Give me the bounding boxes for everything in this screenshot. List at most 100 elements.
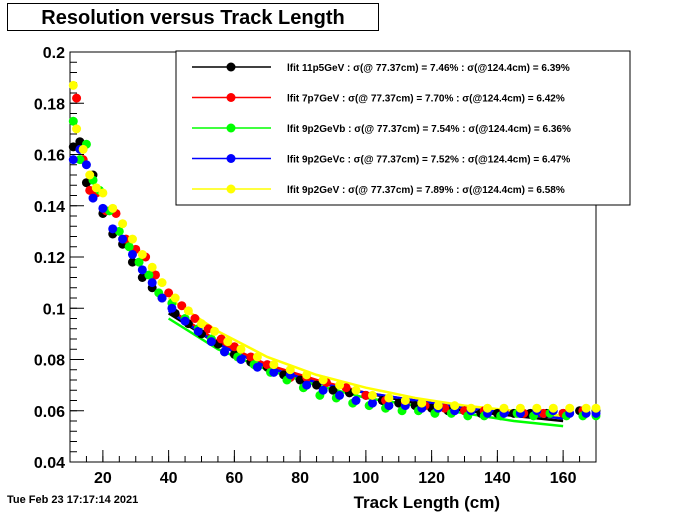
- data-point: [236, 344, 246, 354]
- data-point: [108, 224, 118, 234]
- data-point: [124, 242, 134, 252]
- y-tick-label: 0.14: [34, 199, 65, 216]
- data-point: [220, 347, 230, 357]
- legend-marker: [226, 184, 236, 194]
- data-point: [190, 314, 200, 323]
- data-point: [68, 155, 78, 165]
- data-point: [285, 365, 295, 375]
- data-point: [223, 337, 233, 347]
- data-point: [157, 278, 167, 288]
- x-tick-label: 60: [225, 470, 243, 487]
- legend-marker: [226, 62, 236, 72]
- x-tick-label: 100: [353, 470, 380, 487]
- data-point: [515, 403, 525, 413]
- data-point: [75, 155, 85, 165]
- data-point: [98, 188, 108, 198]
- y-tick-label: 0.08: [34, 353, 65, 370]
- y-tick-label: 0.16: [34, 148, 65, 165]
- data-point: [302, 380, 312, 390]
- x-tick-label: 40: [160, 470, 178, 487]
- data-point: [269, 360, 279, 370]
- data-point: [137, 265, 147, 275]
- fit-line: [167, 307, 564, 420]
- data-point: [246, 352, 256, 362]
- data-point: [144, 270, 154, 280]
- x-tick-label: 160: [550, 470, 577, 487]
- y-tick-label: 0.04: [34, 455, 65, 472]
- data-point: [466, 403, 476, 413]
- data-point: [91, 183, 101, 193]
- data-point: [180, 316, 190, 326]
- timestamp: Tue Feb 23 17:17:14 2021: [7, 494, 139, 506]
- data-point: [118, 219, 128, 229]
- legend-marker: [226, 154, 236, 163]
- data-point: [78, 144, 88, 154]
- data-point: [351, 396, 361, 405]
- data-point: [384, 393, 394, 403]
- data-point: [210, 326, 220, 336]
- data-point: [177, 301, 187, 311]
- data-point: [262, 360, 272, 370]
- data-point: [81, 160, 91, 170]
- data-point: [167, 303, 177, 313]
- data-point: [164, 288, 174, 298]
- data-point: [85, 170, 95, 180]
- data-point: [127, 257, 137, 267]
- data-point: [351, 385, 361, 395]
- data-point: [118, 234, 128, 244]
- legend-entry: lfit 9p2GeVc : σ(@ 77.37cm) = 7.52% : σ(…: [287, 155, 570, 166]
- data-point: [252, 352, 262, 362]
- data-point: [318, 385, 328, 395]
- data-point: [433, 401, 443, 411]
- data-point: [206, 337, 216, 347]
- data-point: [483, 403, 493, 413]
- data-point: [318, 375, 328, 385]
- data-point: [72, 124, 82, 134]
- data-point: [312, 380, 322, 390]
- x-tick-label: 140: [484, 470, 511, 487]
- data-point: [367, 390, 377, 400]
- data-point: [193, 326, 203, 336]
- legend-entry: lfit 11p5GeV : σ(@ 77.37cm) = 7.46% : σ(…: [287, 63, 570, 74]
- y-tick-label: 0.18: [34, 96, 65, 113]
- axes: 0.04 0.06 0.08 0.1 0.12 0.14 0.16 0.18 0.2 20 40 60…: [34, 45, 597, 487]
- data-point: [361, 390, 371, 400]
- legend: lfit 11p5GeV : σ(@ 77.37cm) = 7.46% : σ(…: [175, 50, 631, 206]
- data-point: [108, 203, 118, 213]
- data-point: [532, 403, 542, 413]
- data-point: [147, 278, 157, 288]
- data-point: [183, 306, 193, 316]
- data-point: [127, 234, 137, 244]
- data-point: [417, 398, 427, 408]
- data-point: [384, 401, 394, 411]
- x-tick-label: 80: [291, 470, 309, 487]
- data-point: [450, 401, 460, 411]
- y-tick-label: 0.2: [43, 45, 65, 62]
- data-point: [157, 293, 167, 303]
- data-point: [591, 403, 601, 413]
- data-point: [170, 293, 180, 303]
- data-point: [302, 370, 312, 380]
- data-point: [565, 403, 575, 413]
- fit-line: [167, 309, 564, 420]
- x-tick-label: 120: [418, 470, 445, 487]
- data-points: [68, 80, 601, 421]
- legend-marker: [226, 93, 236, 102]
- chart-title-box: Resolution versus Track Length: [7, 3, 379, 31]
- data-point: [400, 396, 410, 405]
- data-point: [137, 249, 147, 259]
- x-axis-title: Track Length (cm): [354, 493, 500, 512]
- data-point: [68, 80, 78, 90]
- data-point: [335, 380, 345, 390]
- data-point: [328, 385, 338, 395]
- data-point: [127, 249, 137, 259]
- data-point: [150, 270, 160, 280]
- data-point: [236, 355, 246, 364]
- y-tick-label: 0.1: [43, 301, 65, 318]
- legend-marker: [226, 123, 236, 133]
- chart-title: Resolution versus Track Length: [41, 7, 345, 29]
- data-point: [499, 403, 509, 413]
- data-point: [269, 367, 279, 377]
- data-point: [98, 203, 108, 213]
